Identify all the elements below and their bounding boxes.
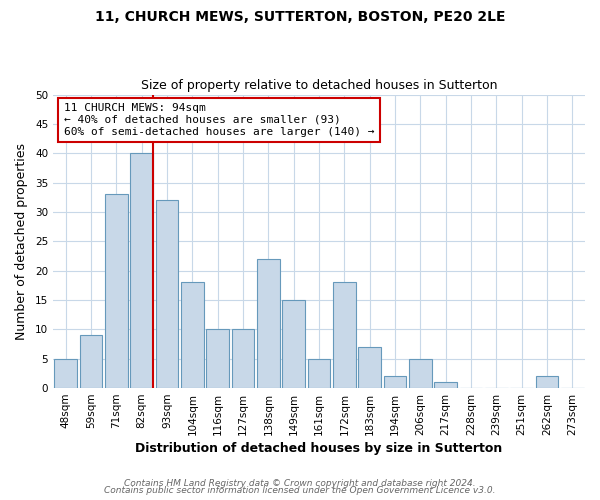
Bar bbox=[130, 154, 153, 388]
Bar bbox=[358, 347, 381, 388]
Bar bbox=[257, 259, 280, 388]
Bar bbox=[308, 358, 331, 388]
Bar bbox=[333, 282, 356, 388]
Bar bbox=[434, 382, 457, 388]
Bar bbox=[55, 358, 77, 388]
Y-axis label: Number of detached properties: Number of detached properties bbox=[15, 143, 28, 340]
Text: Contains HM Land Registry data © Crown copyright and database right 2024.: Contains HM Land Registry data © Crown c… bbox=[124, 478, 476, 488]
Bar bbox=[232, 330, 254, 388]
Text: 11 CHURCH MEWS: 94sqm
← 40% of detached houses are smaller (93)
60% of semi-deta: 11 CHURCH MEWS: 94sqm ← 40% of detached … bbox=[64, 104, 374, 136]
Title: Size of property relative to detached houses in Sutterton: Size of property relative to detached ho… bbox=[141, 79, 497, 92]
Bar bbox=[282, 300, 305, 388]
Bar bbox=[155, 200, 178, 388]
Bar bbox=[105, 194, 128, 388]
Bar bbox=[206, 330, 229, 388]
X-axis label: Distribution of detached houses by size in Sutterton: Distribution of detached houses by size … bbox=[136, 442, 503, 455]
Bar bbox=[181, 282, 204, 388]
Bar bbox=[383, 376, 406, 388]
Text: 11, CHURCH MEWS, SUTTERTON, BOSTON, PE20 2LE: 11, CHURCH MEWS, SUTTERTON, BOSTON, PE20… bbox=[95, 10, 505, 24]
Bar bbox=[80, 335, 103, 388]
Bar bbox=[536, 376, 559, 388]
Bar bbox=[409, 358, 432, 388]
Text: Contains public sector information licensed under the Open Government Licence v3: Contains public sector information licen… bbox=[104, 486, 496, 495]
